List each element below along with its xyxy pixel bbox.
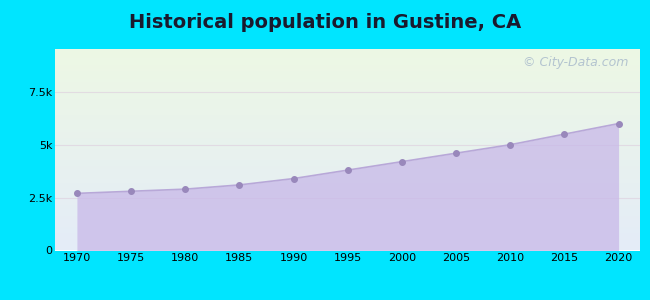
Text: © City-Data.com: © City-Data.com: [523, 56, 629, 68]
Text: Historical population in Gustine, CA: Historical population in Gustine, CA: [129, 14, 521, 32]
